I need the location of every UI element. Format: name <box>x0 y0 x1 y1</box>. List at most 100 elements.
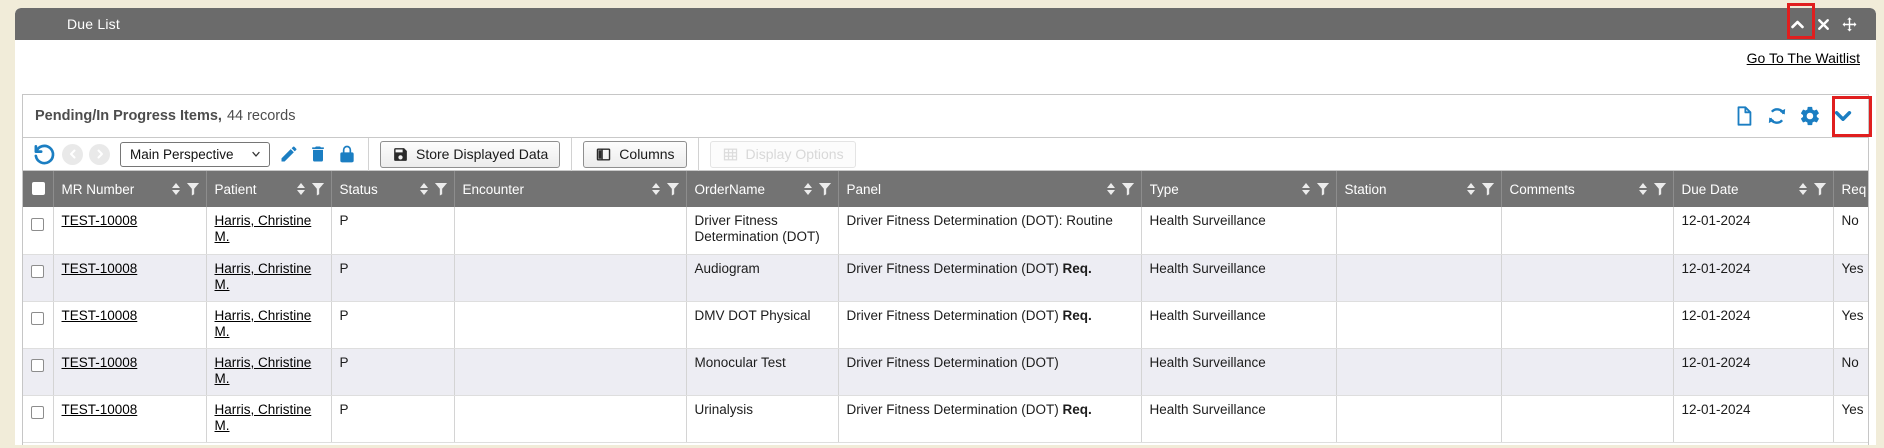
due-date-cell: 12-01-2024 <box>1673 254 1834 302</box>
panel-body: Go To The Waitlist Pending/In Progress I… <box>15 40 1876 445</box>
filter-icon[interactable] <box>1316 182 1330 196</box>
toolbar-divider <box>571 137 573 171</box>
filter-icon[interactable] <box>666 182 680 196</box>
col-header-patient[interactable]: Patient <box>206 171 332 207</box>
select-all-header <box>23 171 54 207</box>
toolbar-divider <box>697 137 699 171</box>
previous-perspective-button[interactable] <box>62 143 83 165</box>
toolbar-divider <box>368 137 369 171</box>
sort-icon[interactable] <box>1638 183 1647 195</box>
mr-number-link[interactable]: TEST-10008 <box>61 354 138 370</box>
sort-icon[interactable] <box>1466 183 1475 195</box>
sort-icon[interactable] <box>803 183 812 195</box>
row-checkbox[interactable] <box>31 312 45 326</box>
table-row: TEST-10008 Harris, Christine M. P Driver… <box>23 207 1868 255</box>
col-header-req[interactable]: Req <box>1833 171 1868 207</box>
row-checkbox[interactable] <box>31 406 45 420</box>
mr-number-link[interactable]: TEST-10008 <box>61 260 138 276</box>
sort-icon[interactable] <box>651 183 660 195</box>
row-checkbox[interactable] <box>31 359 45 373</box>
patient-link[interactable]: Harris, Christine M. <box>214 401 312 433</box>
go-to-waitlist-link[interactable]: Go To The Waitlist <box>1746 50 1860 66</box>
panel-cell: Driver Fitness Determination (DOT) Req. <box>838 254 1142 302</box>
list-title: Pending/In Progress Items, <box>35 108 222 124</box>
patient-link[interactable]: Harris, Christine M. <box>214 307 312 339</box>
mr-number-link[interactable]: TEST-10008 <box>61 213 138 228</box>
undo-icon[interactable] <box>33 143 56 166</box>
req-cell: Yes <box>1833 254 1868 302</box>
comments-cell <box>1501 348 1674 396</box>
comments-cell <box>1501 395 1674 443</box>
grid-icon <box>722 146 739 163</box>
refresh-icon[interactable] <box>1766 105 1788 127</box>
next-perspective-button[interactable] <box>89 143 110 165</box>
edit-pencil-icon[interactable] <box>279 144 299 164</box>
col-header-panel[interactable]: Panel <box>838 171 1142 207</box>
row-checkbox[interactable] <box>31 265 45 279</box>
patient-cell: Harris, Christine M. <box>206 395 332 443</box>
status-cell: P <box>331 207 455 255</box>
patient-link[interactable]: Harris, Christine M. <box>214 354 312 386</box>
due-date-cell: 12-01-2024 <box>1673 348 1834 396</box>
col-header-due-date[interactable]: Due Date <box>1673 171 1834 207</box>
select-caret-icon <box>250 148 262 160</box>
encounter-cell <box>454 301 687 349</box>
sort-icon[interactable] <box>296 183 305 195</box>
store-displayed-data-button[interactable]: Store Displayed Data <box>380 140 561 168</box>
select-all-checkbox[interactable] <box>32 182 46 196</box>
patient-cell: Harris, Christine M. <box>206 348 332 396</box>
close-icon[interactable] <box>1815 16 1832 33</box>
filter-icon[interactable] <box>1653 182 1667 196</box>
panel-titlebar[interactable]: Due List <box>15 8 1876 40</box>
sort-icon[interactable] <box>1106 183 1115 195</box>
station-cell <box>1336 207 1502 255</box>
lock-icon[interactable] <box>337 144 357 164</box>
panel-cell: Driver Fitness Determination (DOT): Rout… <box>838 207 1142 255</box>
ordername-cell: DMV DOT Physical <box>686 301 839 349</box>
type-cell: Health Surveillance <box>1141 395 1337 443</box>
req-cell: No <box>1833 207 1868 255</box>
sort-icon[interactable] <box>1301 183 1310 195</box>
col-header-type[interactable]: Type <box>1141 171 1337 207</box>
mr-number-link[interactable]: TEST-10008 <box>61 307 138 323</box>
filter-icon[interactable] <box>1481 182 1495 196</box>
req-cell: Yes <box>1833 395 1868 443</box>
col-header-comments[interactable]: Comments <box>1501 171 1674 207</box>
patient-link[interactable]: Harris, Christine M. <box>214 213 312 245</box>
annotation-expand-highlight <box>1832 96 1872 137</box>
mr-number-cell: TEST-10008 <box>53 254 207 302</box>
filter-icon[interactable] <box>1813 182 1827 196</box>
table-header-row: MR Number Patient Status Encounter Order… <box>23 171 1868 207</box>
req-cell: No <box>1833 348 1868 396</box>
sort-icon[interactable] <box>419 183 428 195</box>
columns-button[interactable]: Columns <box>583 140 687 168</box>
mr-number-link[interactable]: TEST-10008 <box>61 401 138 417</box>
new-document-icon[interactable] <box>1733 105 1755 127</box>
filter-icon[interactable] <box>311 182 325 196</box>
row-checkbox[interactable] <box>31 217 45 231</box>
mr-number-cell: TEST-10008 <box>53 207 207 255</box>
delete-trash-icon[interactable] <box>308 144 328 164</box>
col-header-status[interactable]: Status <box>331 171 455 207</box>
filter-icon[interactable] <box>818 182 832 196</box>
filter-icon[interactable] <box>186 182 200 196</box>
table-row: TEST-10008 Harris, Christine M. P Urinal… <box>23 395 1868 443</box>
patient-link[interactable]: Harris, Christine M. <box>214 260 312 292</box>
filter-icon[interactable] <box>1121 182 1135 196</box>
filter-icon[interactable] <box>434 182 448 196</box>
col-header-encounter[interactable]: Encounter <box>454 171 687 207</box>
type-cell: Health Surveillance <box>1141 207 1337 255</box>
move-icon[interactable] <box>1841 16 1858 33</box>
patient-cell: Harris, Christine M. <box>206 254 332 302</box>
col-header-station[interactable]: Station <box>1336 171 1502 207</box>
perspective-select[interactable]: Main Perspective <box>120 141 270 167</box>
sort-icon[interactable] <box>1798 183 1807 195</box>
panel-cell: Driver Fitness Determination (DOT) Req. <box>838 301 1142 349</box>
sort-icon[interactable] <box>171 183 180 195</box>
col-header-ordername[interactable]: OrderName <box>686 171 839 207</box>
col-header-mr-number[interactable]: MR Number <box>53 171 207 207</box>
gear-icon[interactable] <box>1799 105 1821 127</box>
ordername-cell: Monocular Test <box>686 348 839 396</box>
mr-number-cell: TEST-10008 <box>53 348 207 396</box>
